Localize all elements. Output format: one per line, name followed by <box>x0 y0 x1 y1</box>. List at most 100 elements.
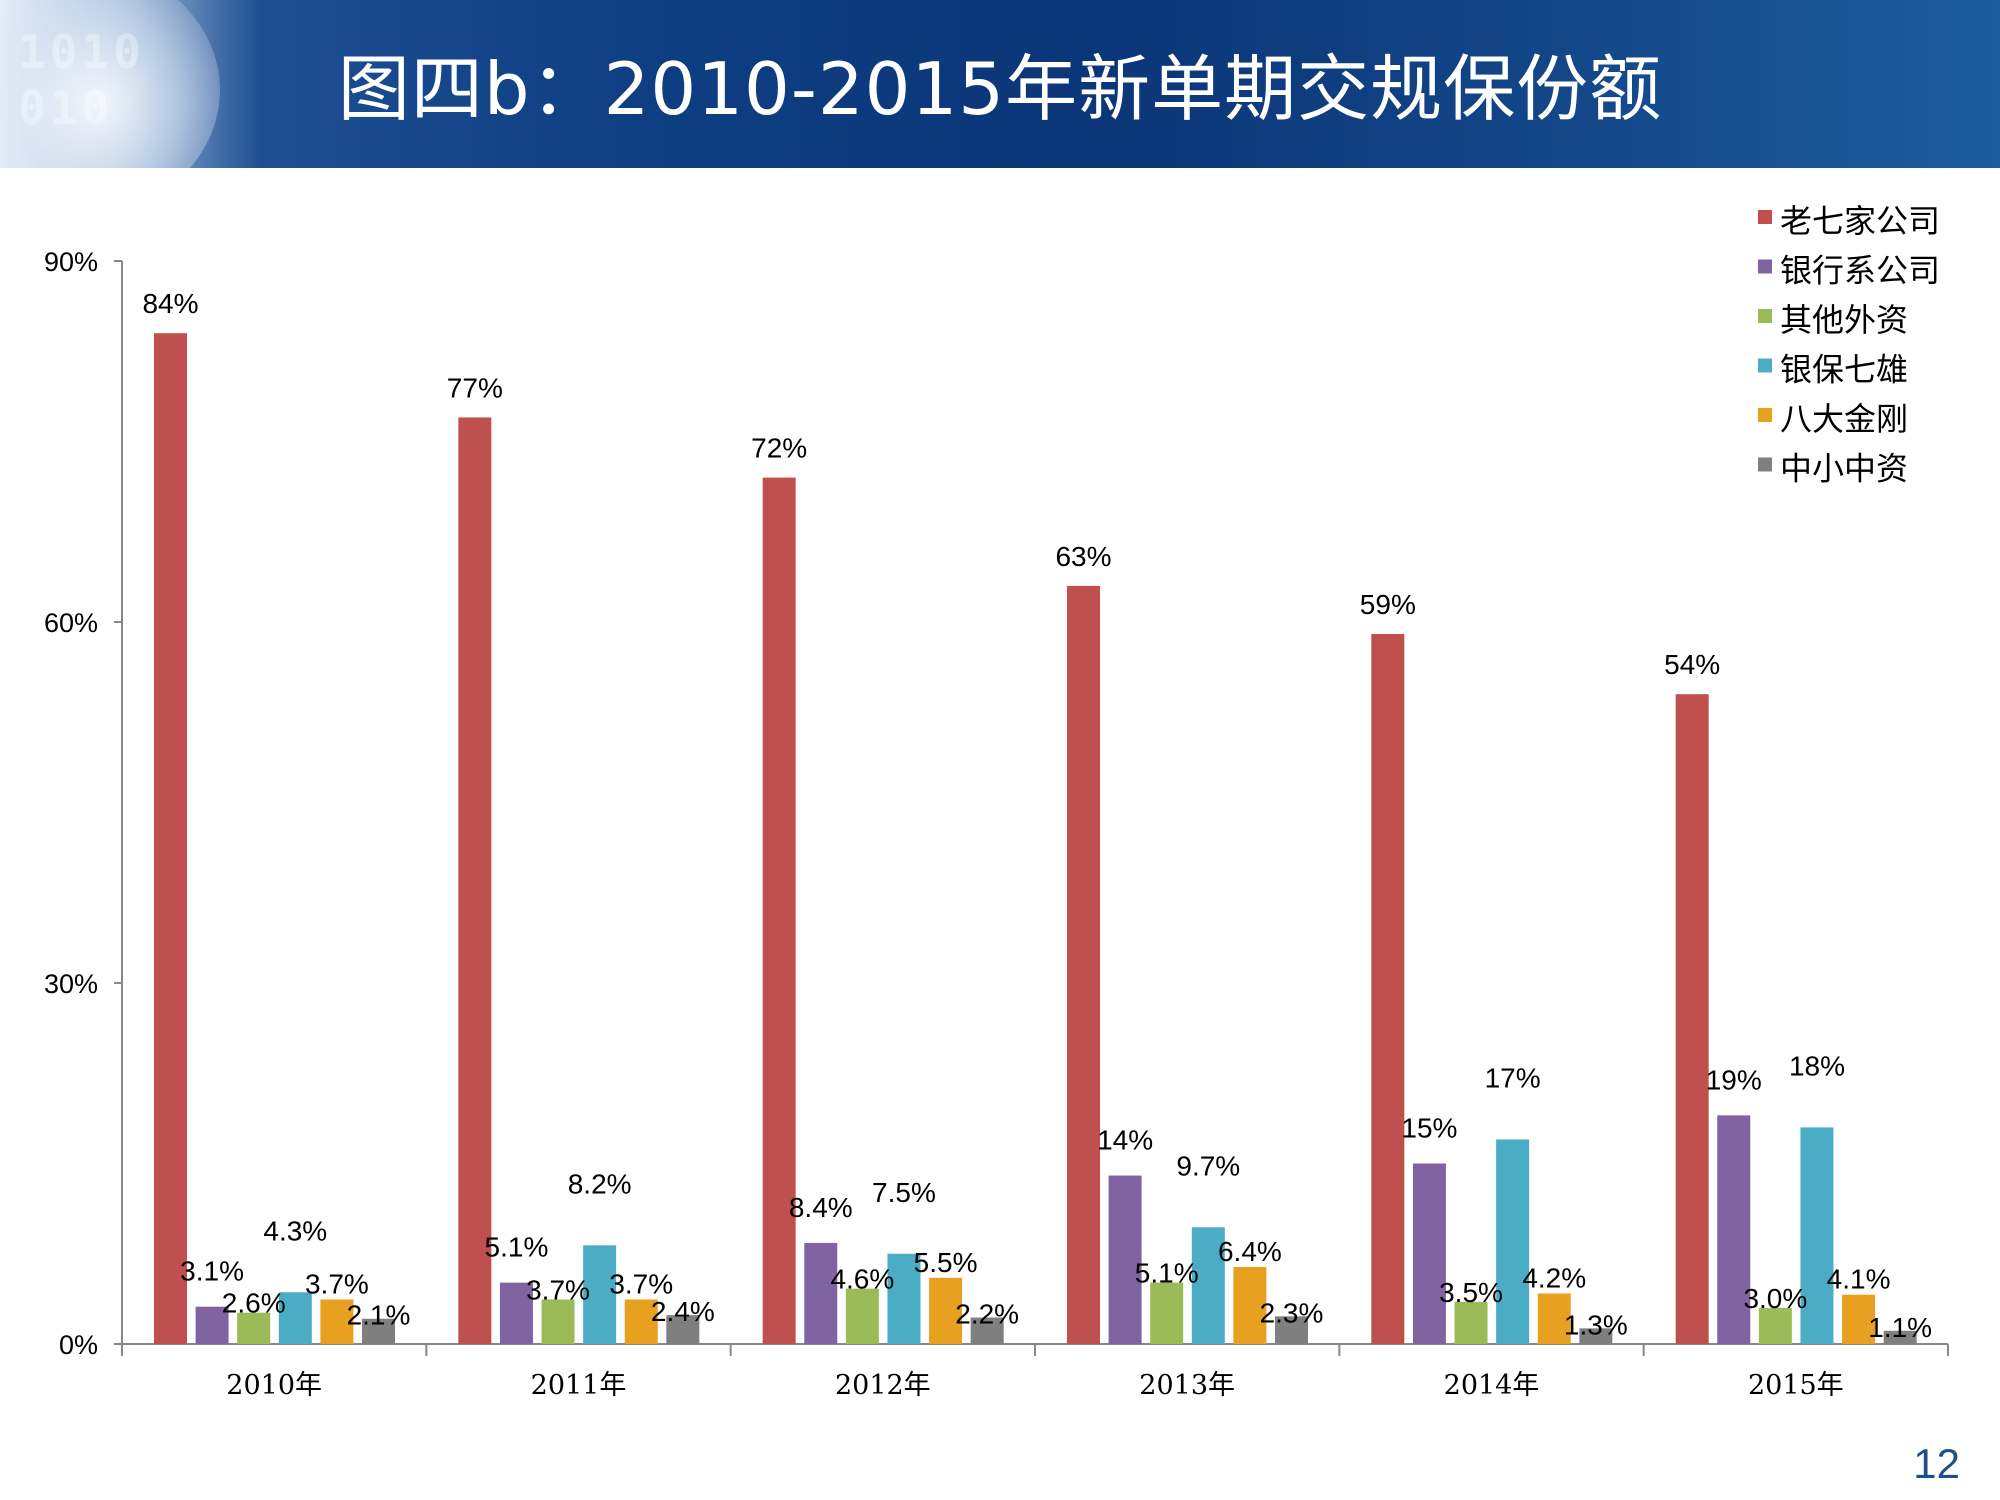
data-label: 7.5% <box>872 1177 936 1208</box>
legend-swatch <box>1758 408 1772 422</box>
data-label: 3.5% <box>1439 1277 1503 1308</box>
x-tick-label: 2012年 <box>835 1370 931 1401</box>
data-label: 15% <box>1401 1113 1457 1144</box>
data-label: 8.2% <box>568 1168 632 1199</box>
data-label: 14% <box>1097 1125 1153 1156</box>
data-label: 1.3% <box>1564 1309 1628 1340</box>
legend-swatch <box>1758 457 1772 472</box>
chart-bars <box>154 333 1917 1345</box>
bar-4-2010年 <box>278 1292 312 1344</box>
data-label: 5.5% <box>914 1247 978 1278</box>
data-label: 3.0% <box>1743 1283 1807 1314</box>
data-label: 72% <box>751 433 807 464</box>
data-label: 84% <box>142 288 198 319</box>
bar-5-2010年 <box>320 1299 354 1344</box>
y-tick-label: 90% <box>44 247 98 277</box>
bar-1-2011年 <box>458 417 492 1344</box>
banner-digits-decoration: 1010 010 <box>18 25 145 135</box>
data-label: 5.1% <box>485 1232 549 1263</box>
bar-4-2015年 <box>1800 1127 1834 1344</box>
data-label: 4.6% <box>830 1264 894 1295</box>
legend-swatch <box>1758 259 1772 274</box>
chart-data-labels: 84% 77% 72% 63% 59% 54% 3.1% 5.1% 8.4% 14% 15% 19% 2… <box>142 288 1932 1343</box>
data-label: 3.7% <box>305 1268 369 1299</box>
bar-1-2014年 <box>1371 634 1405 1344</box>
bar-2-2015年 <box>1717 1115 1751 1344</box>
bar-6-2011年 <box>666 1315 700 1344</box>
data-label: 4.1% <box>1827 1264 1891 1295</box>
data-label: 4.2% <box>1522 1262 1586 1293</box>
data-label: 1.1% <box>1868 1312 1932 1343</box>
bar-1-2015年 <box>1675 694 1709 1344</box>
data-label: 63% <box>1055 541 1111 572</box>
data-label: 3.1% <box>180 1256 244 1287</box>
bar-1-2010年 <box>154 333 187 1344</box>
legend-label: 老七家公司 <box>1780 202 1940 240</box>
data-label: 19% <box>1706 1064 1762 1095</box>
x-tick-label: 2010年 <box>226 1370 322 1401</box>
x-tick-label: 2011年 <box>531 1370 627 1401</box>
bar-6-2010年 <box>362 1318 395 1344</box>
bar-2-2013年 <box>1108 1175 1142 1344</box>
data-label: 17% <box>1485 1062 1541 1093</box>
y-tick-label: 60% <box>44 608 98 638</box>
chart-axes: 0% 30% 60% 90% 2010年 2011年 2012年 2013年 2014年 2015… <box>44 247 1949 1401</box>
y-tick-label: 0% <box>59 1330 98 1360</box>
page-number: 12 <box>1913 1440 1960 1487</box>
bar-4-2013年 <box>1191 1227 1225 1344</box>
legend-swatch <box>1758 210 1772 224</box>
data-label: 4.3% <box>263 1215 327 1246</box>
data-label: 2.6% <box>222 1288 286 1319</box>
bar-5-2014年 <box>1537 1293 1571 1344</box>
bar-6-2012年 <box>970 1317 1004 1344</box>
legend-label: 银保七雄 <box>1780 351 1908 389</box>
bar-3-2015年 <box>1758 1307 1792 1344</box>
bar-3-2013年 <box>1150 1282 1184 1344</box>
data-label: 8.4% <box>789 1192 853 1223</box>
bar-3-2010年 <box>237 1312 271 1344</box>
bar-2-2010年 <box>195 1306 229 1344</box>
bar-1-2013年 <box>1067 585 1100 1344</box>
data-label: 3.7% <box>526 1274 590 1305</box>
bar-4-2012年 <box>887 1253 921 1344</box>
bar-1-2012年 <box>762 477 796 1345</box>
bar-2-2012年 <box>804 1242 838 1344</box>
bar-3-2012年 <box>845 1288 879 1344</box>
bar-6-2015年 <box>1883 1330 1917 1344</box>
slide-title: 图四b：2010-2015年新单期交规保份额 <box>337 47 1663 131</box>
data-label: 5.1% <box>1135 1258 1199 1289</box>
data-label: 2.2% <box>955 1299 1019 1330</box>
data-label: 6.4% <box>1218 1236 1282 1267</box>
data-label: 77% <box>447 372 503 403</box>
bar-6-2013年 <box>1275 1316 1308 1344</box>
bar-6-2014年 <box>1579 1328 1613 1344</box>
x-tick-label: 2015年 <box>1748 1370 1844 1401</box>
bar-2-2014年 <box>1412 1163 1446 1344</box>
bar-3-2014年 <box>1454 1301 1488 1344</box>
x-tick-label: 2013年 <box>1139 1370 1235 1401</box>
data-label: 9.7% <box>1176 1150 1240 1181</box>
bar-4-2011年 <box>583 1245 617 1344</box>
data-label: 2.4% <box>651 1296 715 1327</box>
data-label: 18% <box>1789 1050 1845 1081</box>
legend-label: 八大金刚 <box>1780 400 1908 438</box>
data-label: 59% <box>1360 589 1416 620</box>
banner-decoration <box>0 0 220 168</box>
x-tick-label: 2014年 <box>1444 1370 1540 1401</box>
legend-label: 其他外资 <box>1780 301 1908 339</box>
legend-swatch <box>1758 358 1772 373</box>
bar-4-2014年 <box>1496 1139 1530 1344</box>
bar-2-2011年 <box>499 1282 533 1344</box>
data-label: 2.3% <box>1260 1297 1324 1328</box>
data-label: 2.1% <box>347 1300 411 1331</box>
bar-5-2011年 <box>624 1299 658 1344</box>
y-tick-label: 30% <box>44 969 98 999</box>
title-banner: 1010 010 图四b：2010-2015年新单期交规保份额 <box>0 0 2000 168</box>
data-label: 54% <box>1664 649 1720 680</box>
bar-5-2012年 <box>929 1277 963 1344</box>
legend-label: 中小中资 <box>1780 450 1908 488</box>
legend-label: 银行系公司 <box>1780 252 1940 290</box>
bar-3-2011年 <box>541 1299 575 1344</box>
